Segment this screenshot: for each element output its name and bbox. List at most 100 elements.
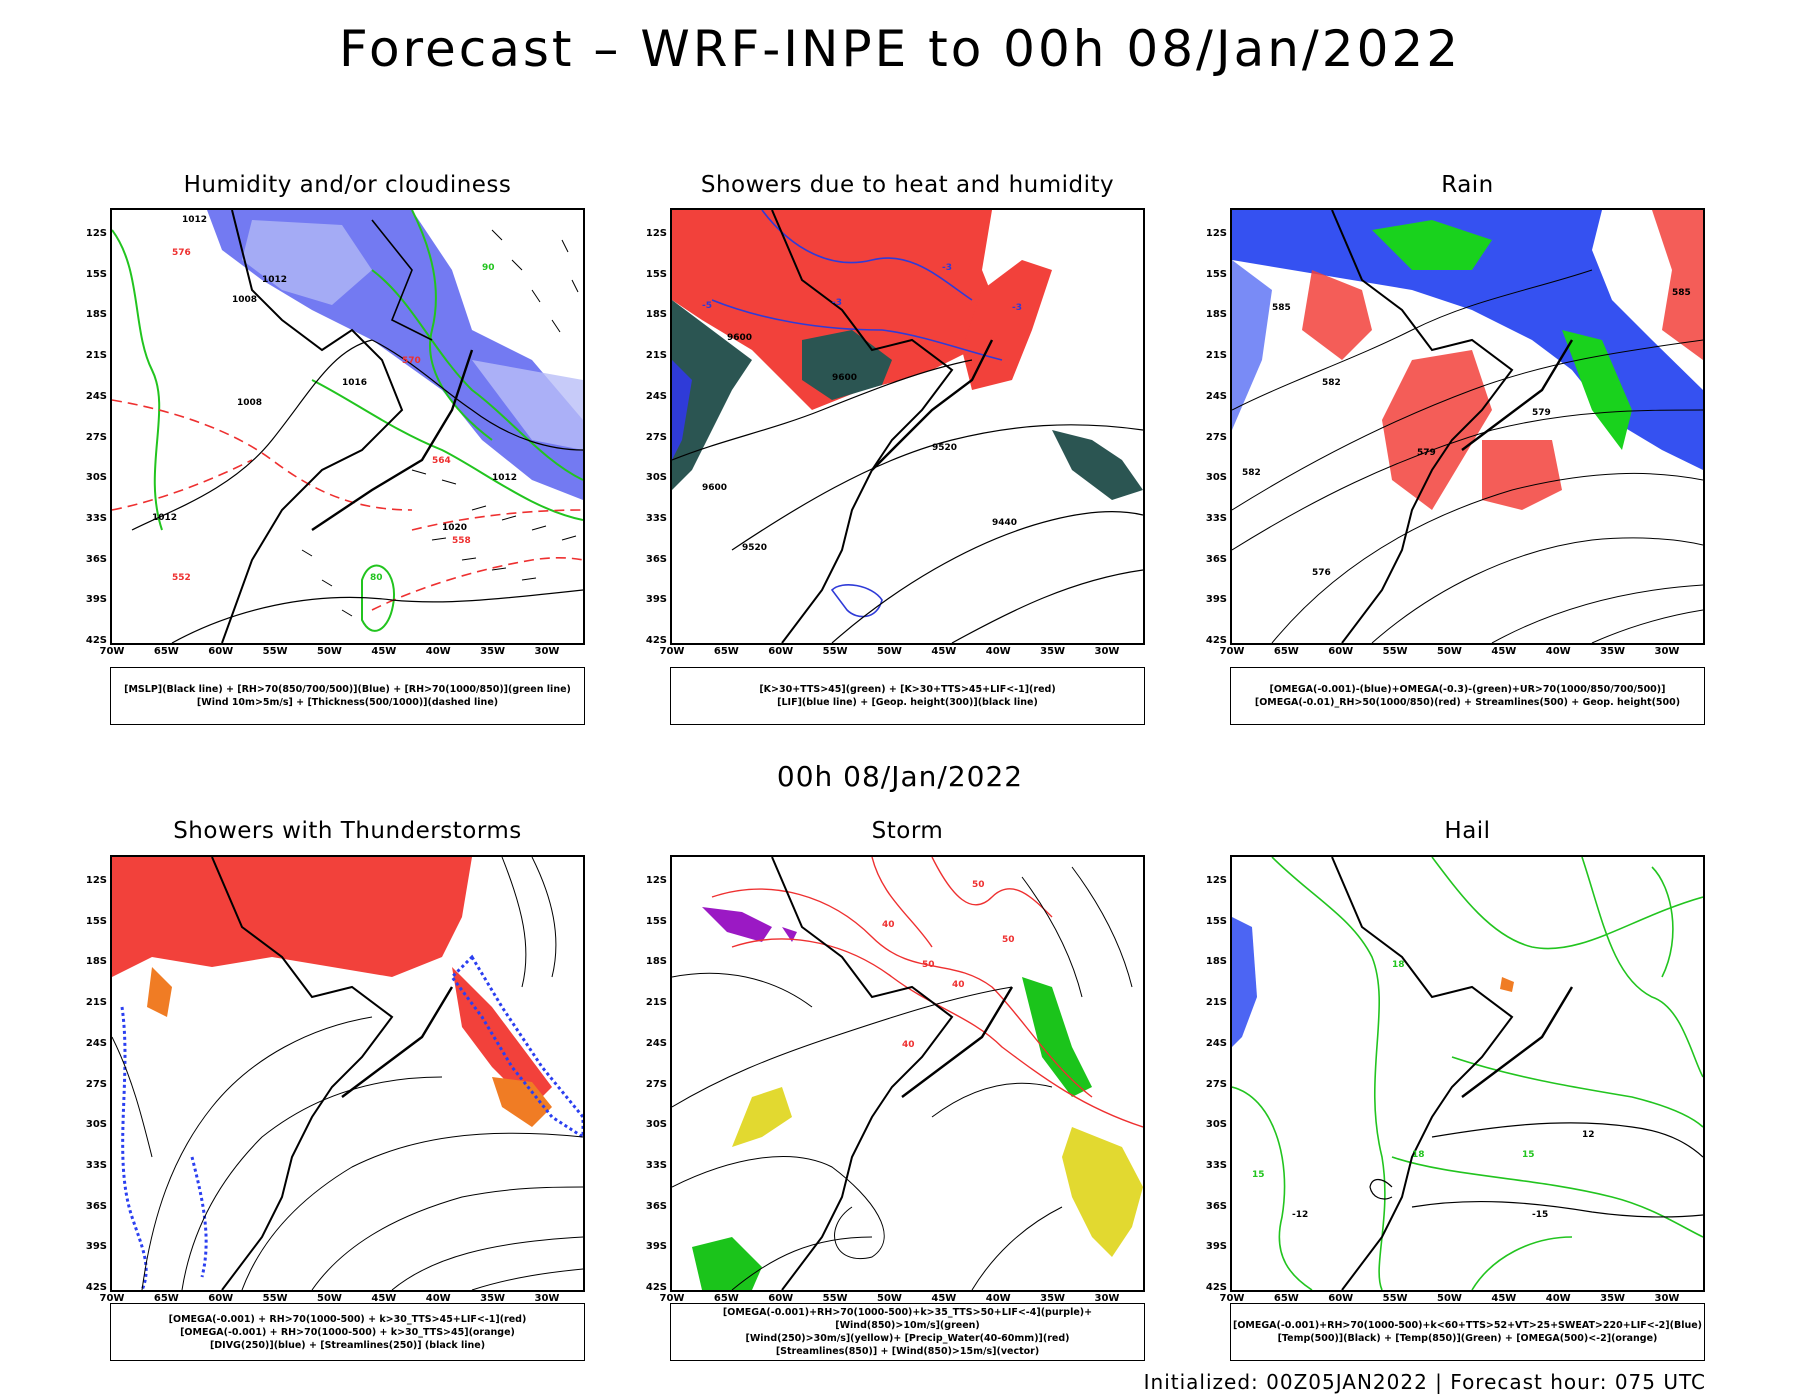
lat-tick-label: 12S	[1205, 875, 1227, 886]
lon-tick-label: 60W	[768, 646, 794, 657]
contour-label: 576	[1312, 568, 1331, 578]
thunder-orange-area	[492, 1077, 552, 1127]
contour-label: 1012	[492, 473, 517, 483]
lat-tick-label: 21S	[85, 350, 107, 362]
lat-tick-label: 27S	[1205, 1078, 1227, 1090]
lat-tick-label: 30S	[645, 1119, 667, 1131]
wind850-green-area	[1022, 977, 1092, 1097]
panel-title-hail: Hail	[1444, 818, 1491, 844]
map-thunderstorms-svg	[112, 857, 583, 1290]
lon-tick-label: 45W	[931, 1293, 957, 1304]
contour-label: 80	[370, 573, 383, 583]
contour-label: 1008	[232, 295, 257, 305]
omega-red-area-2	[1302, 270, 1372, 360]
lon-tick-label: 30W	[1094, 646, 1120, 657]
thunder-red-area	[112, 857, 472, 977]
country-border	[771, 210, 954, 643]
omega-red-area-3	[1382, 350, 1492, 510]
lon-tick-label: 40W	[1545, 1293, 1571, 1304]
lat-tick-label: 12S	[1205, 228, 1227, 239]
divg-blue-line	[120, 1006, 148, 1290]
lat-tick-label: 27S	[85, 431, 107, 443]
temp850-green-line	[1232, 857, 1703, 1290]
lif-blue-line	[711, 299, 1003, 361]
lat-tick-label: 30S	[85, 472, 107, 484]
lat-tick-label: 39S	[645, 594, 667, 606]
lon-tick-label: 40W	[985, 1293, 1011, 1304]
lon-tick-label: 40W	[425, 1293, 451, 1304]
map-showers-heat-svg: 9600 9600 9520 9440 9600 9520 -3 -3 -5 -…	[672, 210, 1143, 643]
omega-red-area	[1592, 210, 1703, 360]
panel-title-thunderstorms: Showers with Thunderstorms	[173, 818, 522, 844]
contour-label: 585	[1672, 288, 1691, 298]
contour-label: 582	[1242, 468, 1261, 478]
wind250-yellow-area-2	[1062, 1127, 1143, 1257]
map-showers-heat[interactable]: 9600 9600 9520 9440 9600 9520 -3 -3 -5 -…	[670, 208, 1145, 645]
lat-tick-label: 12S	[645, 875, 667, 886]
geop-contour	[831, 511, 1143, 643]
initialization-footer: Initialized: 00Z05JAN2022 | Forecast hou…	[1143, 1370, 1706, 1394]
mslp-isobar	[371, 339, 583, 451]
contour-label: 1012	[262, 275, 287, 285]
rh-green-line	[112, 229, 163, 531]
lon-tick-label: 45W	[1491, 1293, 1517, 1304]
contour-label: 1012	[152, 513, 177, 523]
lat-tick-label: 36S	[1205, 1200, 1227, 1212]
legend-line: [Wind 10m>5m/s] + [Thickness(500/1000)](…	[196, 697, 499, 708]
lat-tick-label: 36S	[1205, 553, 1227, 565]
k-tts-green-area-3	[1052, 430, 1143, 500]
lat-tick-label: 21S	[1205, 997, 1227, 1009]
lat-tick-label: 24S	[85, 1037, 107, 1049]
lon-tick-label: 50W	[1437, 1293, 1462, 1304]
omega-blue-area	[1232, 210, 1703, 470]
contour-label: 18	[1412, 1150, 1425, 1160]
coastline	[1461, 986, 1574, 1098]
map-hail[interactable]: 18 15 -12 -15 18 15 12	[1230, 855, 1705, 1292]
contour-label: 585	[1272, 303, 1291, 313]
contour-label: 9600	[702, 483, 727, 493]
lat-tick-label: 15S	[645, 268, 667, 280]
lon-tick-label: 65W	[713, 1293, 739, 1304]
lat-tick-label: 27S	[645, 431, 667, 443]
contour-label: 9600	[832, 373, 857, 383]
streamlines-500	[1232, 269, 1703, 643]
map-rain-svg: 585 585 582 579 576 579 582	[1232, 210, 1703, 643]
map-storm-svg: 50 40 50 40 50 40	[672, 857, 1143, 1290]
contour-label: 50	[1002, 935, 1015, 945]
lat-tick-label: 18S	[1205, 956, 1227, 968]
lon-tick-label: 65W	[713, 646, 739, 657]
map-rain[interactable]: 585 585 582 579 576 579 582	[1230, 208, 1705, 645]
legend-line: [OMEGA(-0.001)+RH>70(1000-500)+k<60+TTS>…	[1232, 1320, 1703, 1331]
lat-tick-label: 30S	[1205, 472, 1227, 484]
rh-green-line	[411, 210, 493, 441]
lon-tick-label: 30W	[534, 1293, 560, 1304]
map-humidity[interactable]: 1012 1012 1008 1016 1012 1020 1012 1008 …	[110, 208, 585, 645]
lon-tick-label: 65W	[1273, 1293, 1299, 1304]
map-storm[interactable]: 50 40 50 40 50 40	[670, 855, 1145, 1292]
lat-tick-label: 18S	[85, 309, 107, 321]
contour-label: 579	[1417, 448, 1436, 458]
lat-tick-label: 39S	[85, 594, 107, 606]
contour-label: 570	[402, 356, 421, 366]
lat-tick-label: 36S	[85, 1200, 107, 1212]
rh-green-line	[361, 564, 395, 632]
lat-tick-label: 39S	[1205, 594, 1227, 606]
lon-tick-label: 35W	[480, 1293, 506, 1304]
lat-tick-label: 33S	[85, 1159, 107, 1171]
contour-label: 1020	[442, 523, 467, 533]
coastline	[1461, 339, 1574, 451]
lat-tick-label: 39S	[1205, 1241, 1227, 1253]
geop-contour	[951, 569, 1143, 643]
lat-tick-label: 24S	[645, 390, 667, 402]
lat-tick-label: 33S	[645, 512, 667, 524]
contour-label: -5	[702, 301, 712, 311]
legend-rain: [OMEGA(-0.001)-(blue)+OMEGA(-0.3)-(green…	[1230, 667, 1705, 725]
map-hail-svg: 18 15 -12 -15 18 15 12	[1232, 857, 1703, 1290]
lat-tick-label: 15S	[1205, 915, 1227, 927]
legend-showers-heat: [K>30+TTS>45](green) + [K>30+TTS>45+LIF<…	[670, 667, 1145, 725]
hail-blue-area	[1232, 917, 1257, 1047]
panel-title-humidity: Humidity and/or cloudiness	[183, 172, 512, 198]
lat-tick-label: 27S	[1205, 431, 1227, 443]
valid-time-title: 00h 08/Jan/2022	[776, 760, 1024, 793]
map-thunderstorms[interactable]	[110, 855, 585, 1292]
